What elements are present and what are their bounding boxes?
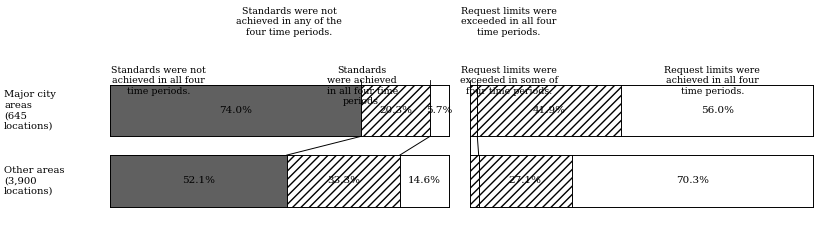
Text: 14.6%: 14.6%: [408, 176, 441, 185]
Text: Request limits were
exceeded in all four
time periods.: Request limits were exceeded in all four…: [461, 7, 557, 37]
Text: Request limits were
exceeded in some of
four time periods.: Request limits were exceeded in some of …: [460, 66, 558, 96]
Text: 74.0%: 74.0%: [219, 106, 252, 115]
Text: 52.1%: 52.1%: [182, 176, 215, 185]
Text: Standards were not
achieved in all four
time periods.: Standards were not achieved in all four …: [112, 66, 206, 96]
Text: 5.7%: 5.7%: [427, 106, 453, 115]
Text: Major city
areas
(645
locations): Major city areas (645 locations): [4, 90, 56, 131]
Text: 70.3%: 70.3%: [676, 176, 709, 185]
Text: 41.9%: 41.9%: [532, 106, 566, 115]
Text: Standards were not
achieved in any of the
four time periods.: Standards were not achieved in any of th…: [236, 7, 342, 37]
Text: 56.0%: 56.0%: [701, 106, 733, 115]
Text: 27.1%: 27.1%: [509, 176, 541, 185]
Text: Request limits were
achieved in all four
time periods.: Request limits were achieved in all four…: [664, 66, 760, 96]
Text: Standards
were achieved
in all four time
periods.: Standards were achieved in all four time…: [326, 66, 398, 106]
Text: Other areas
(3,900
locations): Other areas (3,900 locations): [4, 166, 64, 196]
Text: 33.3%: 33.3%: [326, 176, 360, 185]
Text: 20.3%: 20.3%: [379, 106, 412, 115]
